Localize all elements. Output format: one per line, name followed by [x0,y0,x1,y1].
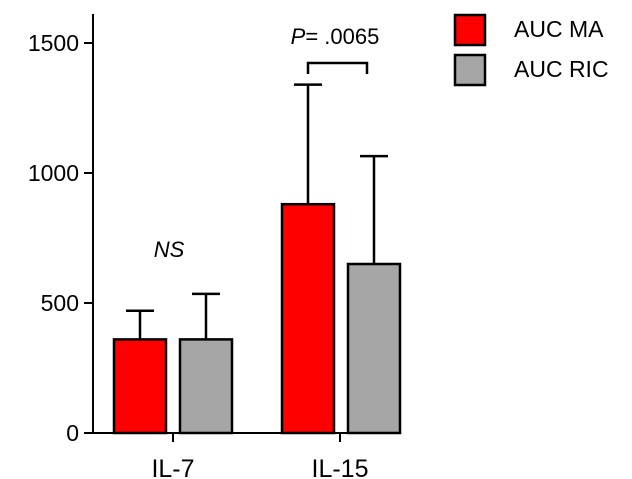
annotation-p-letter: P [291,24,306,49]
annotation-p-value: P= .0065 [291,24,380,49]
annotation-p-number: = .0065 [305,24,379,49]
legend-swatch-auc-ma [453,13,487,47]
legend: AUC MA AUC RIC [453,13,609,87]
legend-label-auc-ma: AUC MA [514,16,604,42]
legend-swatch-auc-ric [453,53,487,87]
annotations: NS P= .0065 [154,24,380,262]
significance-bracket [306,61,369,74]
annotation-ns: NS [154,237,185,262]
legend-label-auc-ric: AUC RIC [514,56,609,82]
bar-auc-ma-il-7 [112,338,168,435]
x-tick-label: IL-7 [151,455,194,479]
y-tick-label: 1500 [28,30,79,56]
tick-labels: 0 500 1000 1500 IL-7 IL-15 [28,30,369,479]
y-tick-label: 500 [41,290,79,316]
bar-auc-ric-il-7 [178,338,234,435]
x-tick-label: IL-15 [312,455,369,479]
bar-auc-ric-il-15 [346,262,402,435]
error-bars [126,83,388,340]
bar-auc-ma-il-15 [280,202,336,435]
bars [112,202,402,435]
y-tick-label: 0 [66,420,79,446]
y-tick-label: 1000 [28,160,79,186]
